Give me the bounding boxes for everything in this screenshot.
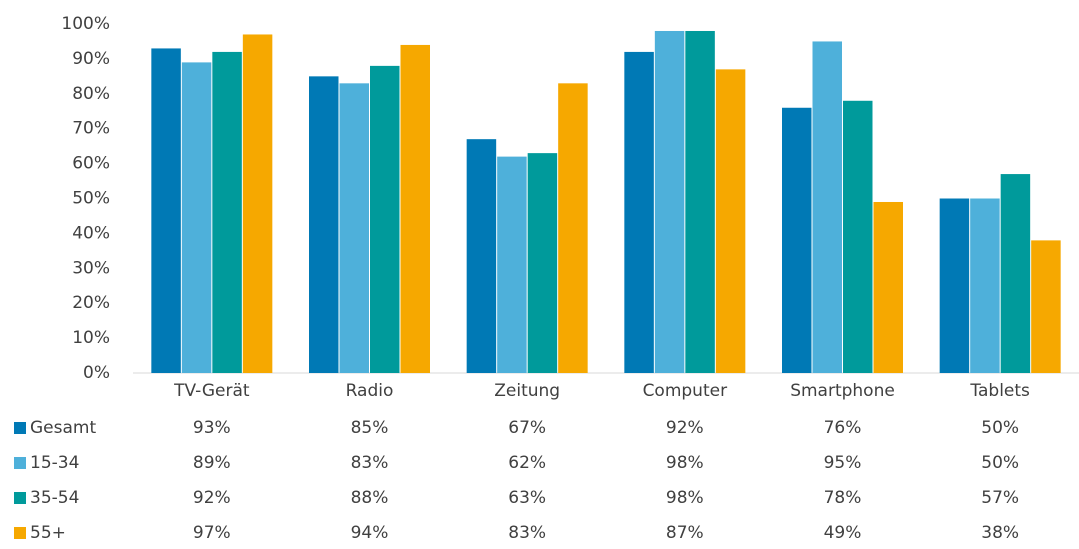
table-cell: 78% [824, 488, 862, 508]
table-cell: 57% [981, 488, 1019, 508]
table-cell: 62% [508, 453, 546, 473]
bar [527, 153, 558, 373]
y-tick-label: 60% [72, 154, 110, 174]
table-cell: 63% [508, 488, 546, 508]
table-cell: 98% [666, 488, 704, 508]
legend-label: Gesamt [30, 418, 96, 438]
x-tick-label: TV-Gerät [173, 381, 250, 401]
legend-label: 35-54 [30, 488, 79, 508]
legend-swatch [14, 422, 26, 434]
bar [654, 30, 685, 373]
y-tick-label: 0% [83, 363, 110, 383]
y-tick-label: 20% [72, 293, 110, 313]
x-tick-label: Radio [346, 381, 394, 401]
y-tick-label: 90% [72, 49, 110, 69]
table-cell: 98% [666, 453, 704, 473]
bar [151, 48, 181, 374]
table-cell: 83% [508, 523, 546, 543]
table-cell: 83% [351, 453, 389, 473]
x-tick-label: Smartphone [790, 381, 895, 401]
x-tick-label: Tablets [969, 381, 1030, 401]
legend-swatch [14, 457, 26, 469]
table-cell: 89% [193, 453, 231, 473]
x-tick-label: Computer [643, 381, 728, 401]
bar [939, 198, 970, 373]
table-cell: 76% [824, 418, 862, 438]
bar [970, 198, 1000, 373]
table-cell: 67% [508, 418, 546, 438]
bar [370, 65, 400, 373]
bar [242, 34, 273, 373]
bar [873, 201, 903, 373]
bar [812, 41, 842, 373]
table-cell: 97% [193, 523, 231, 543]
legend-swatch [14, 527, 26, 539]
bar [181, 62, 212, 373]
y-tick-label: 80% [72, 84, 110, 104]
table-cell: 88% [351, 488, 389, 508]
y-tick-label: 40% [72, 223, 110, 243]
table-cell: 92% [666, 418, 704, 438]
bar [558, 83, 588, 373]
bar [685, 30, 715, 373]
bar [400, 44, 430, 373]
y-tick-label: 30% [72, 258, 110, 278]
bar [212, 51, 242, 374]
bar [624, 51, 654, 374]
bar [715, 69, 746, 374]
table-cell: 87% [666, 523, 704, 543]
legend-label: 15-34 [30, 453, 79, 473]
table-cell: 95% [824, 453, 862, 473]
bar [466, 139, 497, 373]
y-tick-label: 70% [72, 119, 110, 139]
table-cell: 38% [981, 523, 1019, 543]
bar [497, 156, 527, 373]
bar [309, 76, 339, 373]
legend-label: 55+ [30, 523, 66, 543]
table-cell: 50% [981, 418, 1019, 438]
table-cell: 94% [351, 523, 389, 543]
y-tick-label: 10% [72, 328, 110, 348]
bar [843, 100, 873, 373]
y-tick-label: 50% [72, 189, 110, 209]
legend-swatch [14, 492, 26, 504]
y-tick-label: 100% [61, 14, 110, 34]
table-cell: 92% [193, 488, 231, 508]
table-cell: 50% [981, 453, 1019, 473]
table-cell: 49% [824, 523, 862, 543]
bar [1000, 174, 1031, 373]
x-tick-label: Zeitung [494, 381, 560, 401]
table-cell: 85% [351, 418, 389, 438]
bar [782, 107, 812, 373]
table-cell: 93% [193, 418, 231, 438]
bar [339, 83, 369, 373]
bar [1031, 240, 1061, 373]
